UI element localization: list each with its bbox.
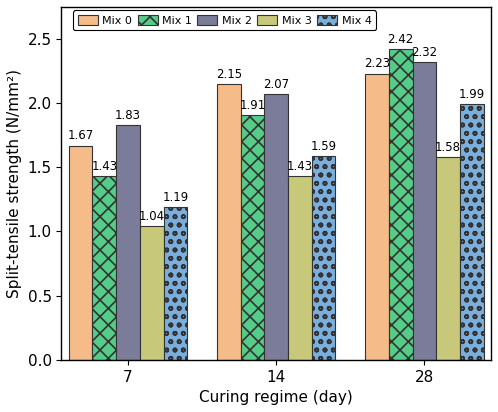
- Bar: [140, 226, 163, 360]
- Text: 1.83: 1.83: [115, 109, 141, 122]
- Bar: [460, 105, 484, 360]
- Bar: [436, 157, 460, 360]
- Text: 2.32: 2.32: [411, 46, 437, 59]
- Text: 2.23: 2.23: [364, 57, 390, 70]
- Bar: [288, 176, 312, 360]
- Bar: [412, 62, 436, 360]
- Bar: [93, 176, 116, 360]
- Y-axis label: Split-tensile strength (N/mm²): Split-tensile strength (N/mm²): [7, 69, 22, 298]
- Text: 1.04: 1.04: [138, 210, 165, 223]
- Text: 2.42: 2.42: [387, 33, 414, 46]
- Bar: [163, 207, 187, 360]
- X-axis label: Curing regime (day): Curing regime (day): [199, 390, 353, 405]
- Text: 1.43: 1.43: [91, 160, 118, 173]
- Text: 2.15: 2.15: [216, 68, 242, 81]
- Bar: [389, 49, 412, 360]
- Text: 1.59: 1.59: [311, 140, 337, 152]
- Text: 1.67: 1.67: [68, 129, 94, 142]
- Text: 1.91: 1.91: [240, 98, 265, 112]
- Text: 2.07: 2.07: [263, 78, 289, 91]
- Bar: [365, 74, 389, 360]
- Text: 1.43: 1.43: [287, 160, 313, 173]
- Bar: [116, 125, 140, 360]
- Text: 1.58: 1.58: [435, 141, 461, 154]
- Text: 1.99: 1.99: [459, 88, 485, 101]
- Bar: [312, 156, 336, 360]
- Bar: [264, 94, 288, 360]
- Bar: [217, 84, 241, 360]
- Legend: Mix 0, Mix 1, Mix 2, Mix 3, Mix 4: Mix 0, Mix 1, Mix 2, Mix 3, Mix 4: [73, 10, 376, 30]
- Text: 1.19: 1.19: [162, 191, 189, 204]
- Bar: [241, 115, 264, 360]
- Bar: [69, 145, 93, 360]
